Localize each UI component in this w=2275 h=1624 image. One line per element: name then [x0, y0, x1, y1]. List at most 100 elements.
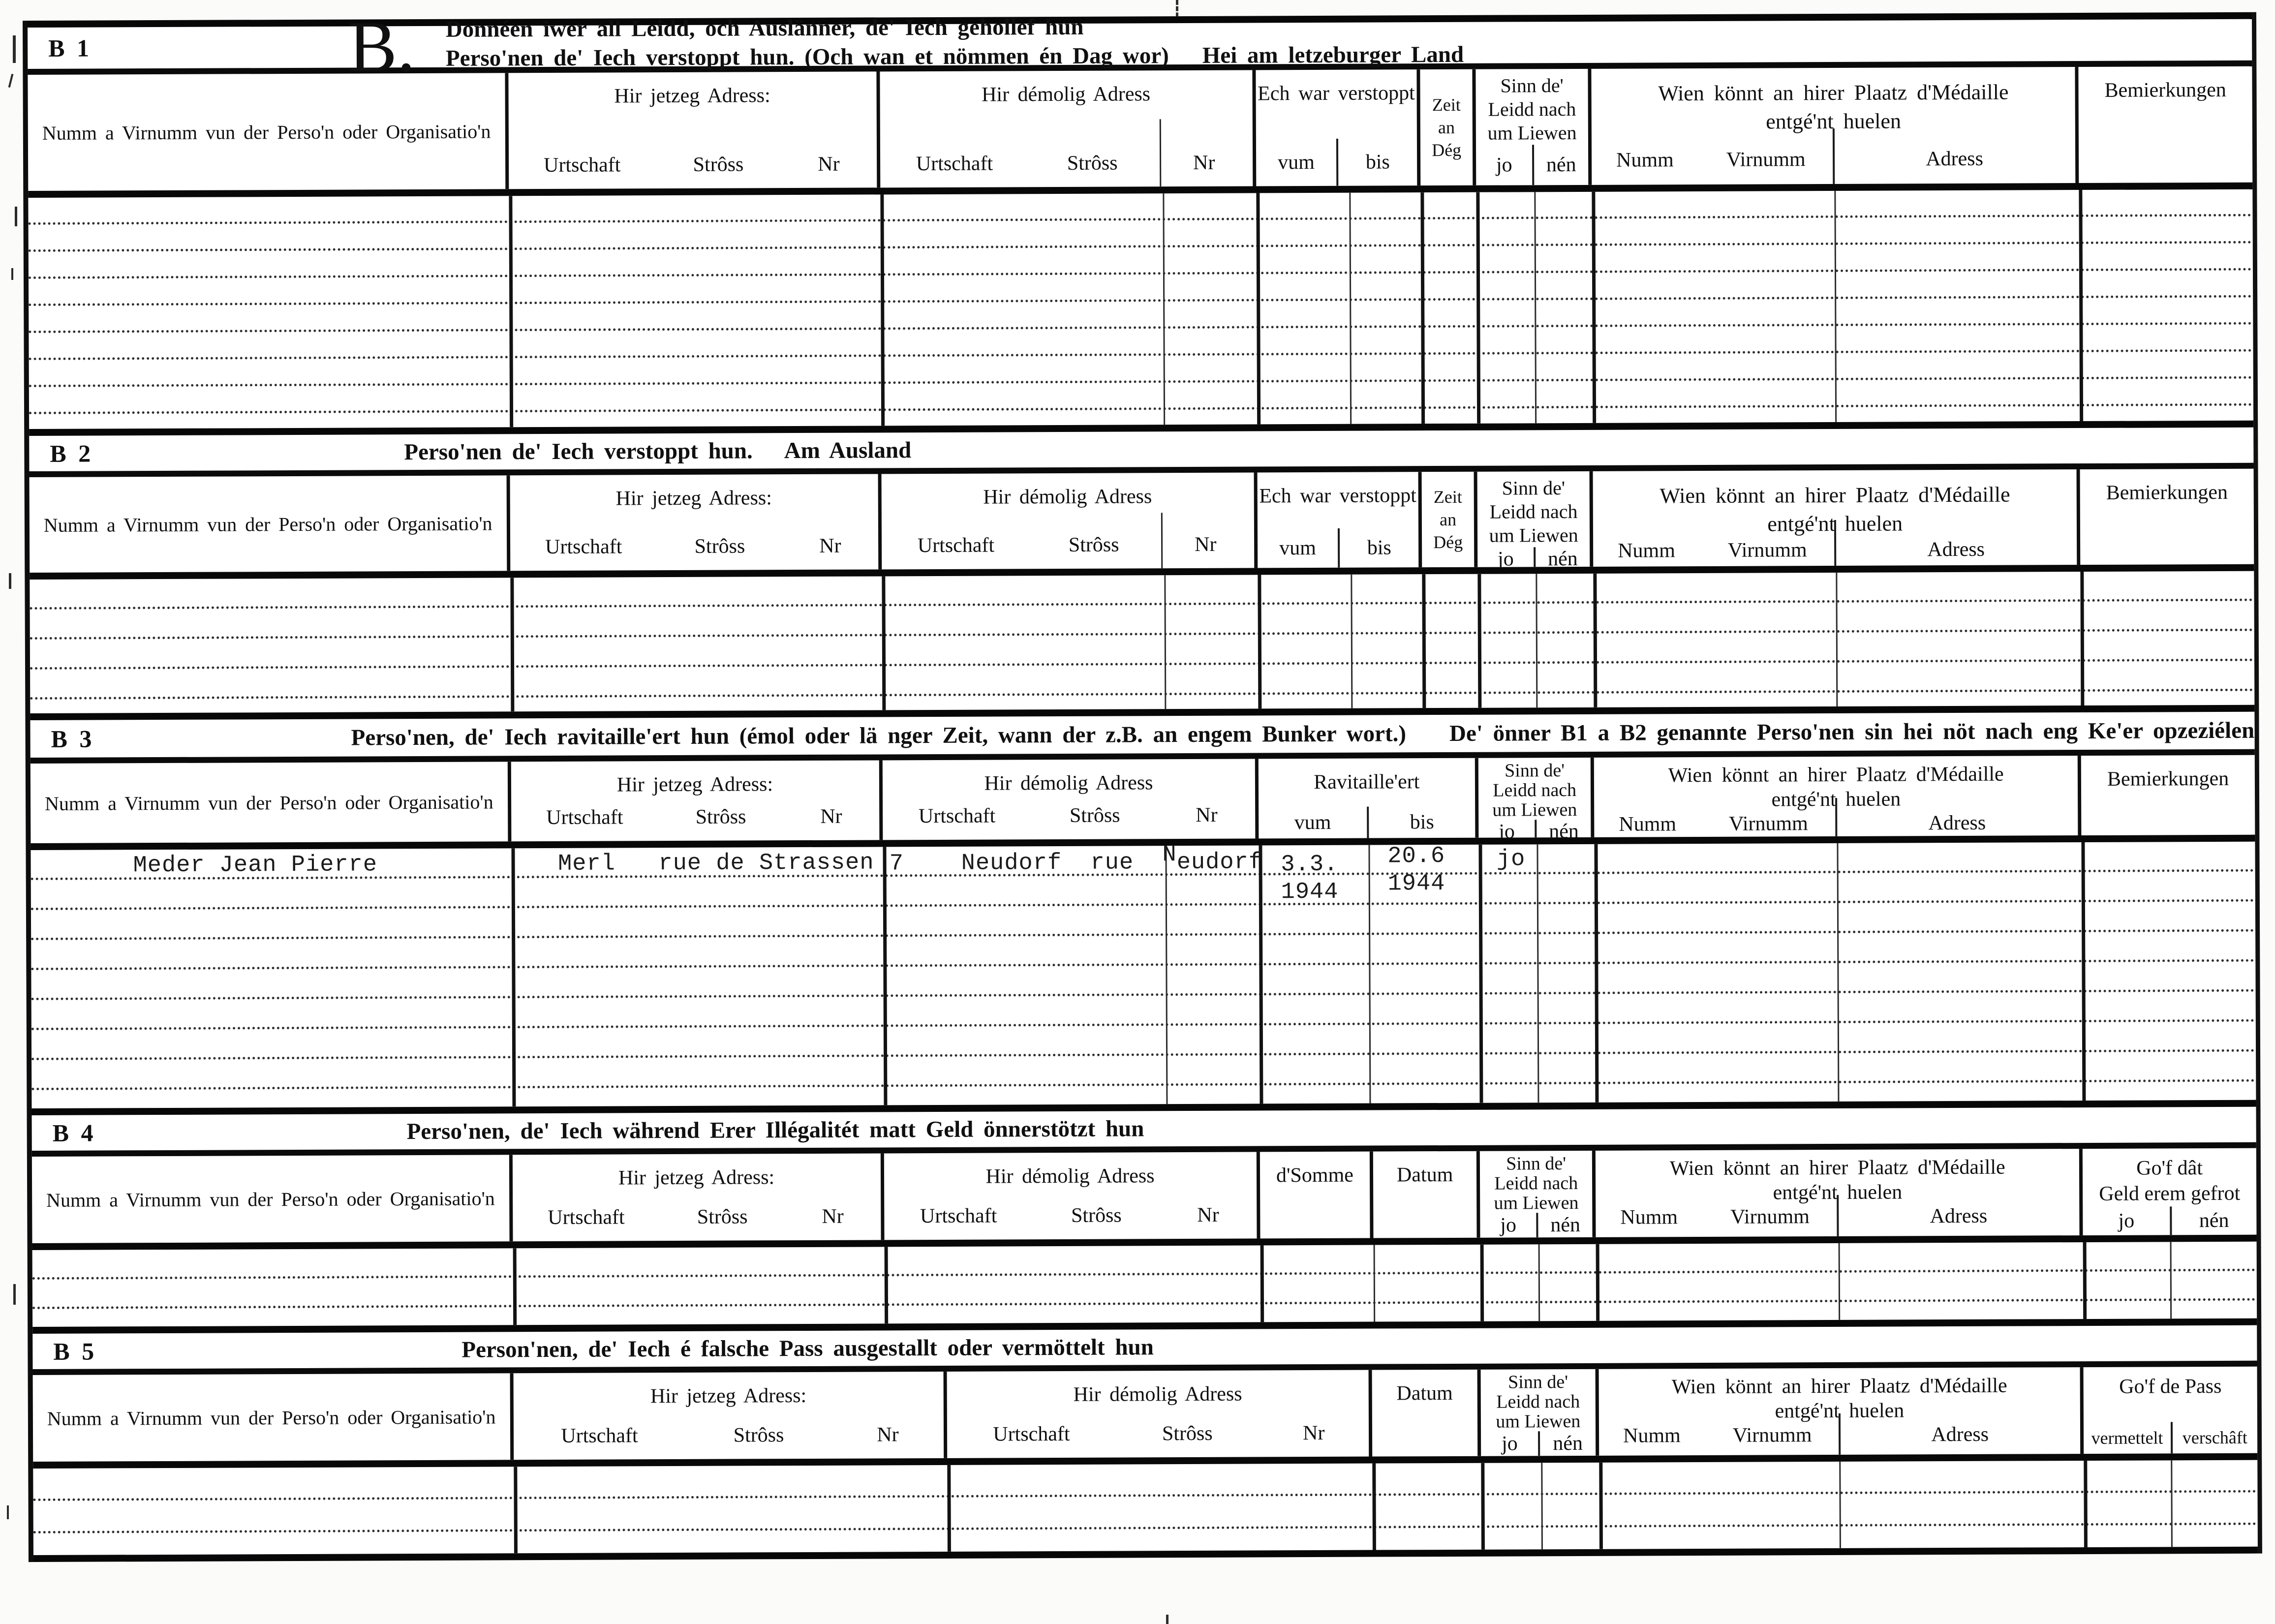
column-line: [1481, 1463, 1485, 1550]
column-line: [1599, 1462, 1603, 1549]
col-header-somme: d'Somme: [1260, 1151, 1374, 1239]
column-line: [1477, 574, 1482, 708]
section-b4: B 4 Perso'nen, de' Iech während Erer Ill…: [31, 1100, 2257, 1327]
b4-column-headers: Numm a Virnumm vun der Perso'n oder Orga…: [31, 1148, 2257, 1251]
column-line: [1480, 1244, 1484, 1321]
col-header-demolig-adress: Hir démolig Adress Urtschaft Strôss Nr: [947, 1370, 1372, 1458]
b1-section-label: B 1: [48, 34, 92, 62]
column-line: [1838, 1243, 1841, 1320]
sub-stross: Strôss: [693, 153, 744, 176]
col-header-name: Numm a Virnumm vun der Perso'n oder Orga…: [32, 1373, 514, 1462]
typed-entry-row: Meder Jean Pierre Merl rue de Strassen 7…: [31, 842, 2256, 1108]
col-header-jetzeg-adress: Hir jetzeg Adress: Urtschaft Strôss Nr: [513, 1371, 948, 1460]
b1-entry-area: [28, 189, 2254, 429]
sub-urtschaft: Urtschaft: [544, 153, 621, 177]
adress-divider-line: [1834, 520, 1837, 566]
column-line: [1260, 1245, 1264, 1322]
b3-title: Perso'nen, de' Iech ravitaille'ert hun (…: [351, 721, 1407, 751]
col-header-bemierkungen: Bemierkungen: [2104, 78, 2226, 102]
col-header-verstoppt: Ech war verstoppt vum bis: [1255, 69, 1421, 186]
b1-title-line2: Perso'nen de' Iech verstoppt hun. (Och w…: [445, 43, 1169, 71]
scan-artifact: [9, 573, 11, 589]
col-header-jetzeg-adress: Hir jetzeg Adress: Urtschaft Strôss Nr: [510, 474, 882, 571]
col-header-name: Numm a Virnumm vun der Perso'n oder Orga…: [28, 73, 509, 191]
column-line: [1596, 1244, 1600, 1321]
sub-nr: Nr: [818, 153, 840, 176]
entry-demolig-adress: 7 Neudorf rue Neudorf: [889, 842, 1263, 877]
column-line: [884, 1247, 888, 1324]
nr-divider-line: [1161, 513, 1163, 569]
b5-entry-area: [33, 1460, 2258, 1555]
column-line: [1593, 573, 1598, 707]
b5-section-label: B 5: [53, 1337, 97, 1365]
b1-title: Donnéen iwer all Leidd, och Auslänner, d…: [446, 14, 1464, 76]
b2-title: Perso'nen de' Iech verstoppt hun.: [404, 438, 753, 465]
col-header-sinn-leidd: Sinn de' Leidd nach um Liewen jo nén: [1479, 1150, 1596, 1238]
col-header-jetzeg-adress: Hir jetzeg Adress: Urtschaft Strôss Nr: [508, 71, 880, 189]
col-header-demolig-adress: Hir démolig Adress Urtschaft Strôss Nr: [884, 1152, 1260, 1240]
section-b5: B 5 Person'nen, de' Iech é falsche Pass …: [32, 1318, 2258, 1563]
col-header-zeit-an-deg: Zeit an Dég: [1420, 69, 1476, 186]
col-header-sinn-leidd: Sinn de' Leidd nach um Liewen jo nén: [1477, 471, 1594, 567]
adress-divider-line: [1832, 128, 1835, 184]
entry-jetzeg-adress: Merl rue de Strassen: [557, 850, 874, 877]
section-b2: B 2 Perso'nen de' Iech verstoppt hun. Am…: [29, 420, 2255, 714]
column-line: [1257, 575, 1261, 709]
col-header-bemierkungen: Bemierkungen: [2106, 481, 2228, 504]
sub-bis: bis: [1336, 138, 1417, 186]
sub-numm: Numm: [1616, 149, 1674, 172]
sub-nr: Nr: [1193, 151, 1215, 174]
section-b3: B 3 Perso'nen, de' Iech ravitaille'ert h…: [30, 705, 2256, 1109]
b4-entry-area: [32, 1241, 2257, 1327]
adress-divider-line: [1836, 1195, 1839, 1236]
sub-jo: jo: [1496, 153, 1512, 177]
nr-divider-line: [1159, 119, 1162, 187]
adress-divider-line: [1838, 1413, 1841, 1455]
column-line: [881, 576, 886, 710]
col-header-name: Numm a Virnumm vun der Perso'n oder Orga…: [31, 1155, 513, 1244]
col-header-demolig-adress: Hir démolig Adress Urtschaft Strôss Nr: [879, 70, 1256, 188]
scan-artifact: [13, 35, 16, 63]
col-header-medaille: Wien könnt an hirer Plaatz d'Médaille en…: [1594, 756, 2082, 837]
b4-title: Perso'nen, de' Iech während Erer Illégal…: [406, 1116, 1144, 1145]
column-line: [2084, 1460, 2088, 1548]
column-line: [1372, 1463, 1376, 1550]
column-line: [2083, 1242, 2087, 1319]
b3-column-headers: Numm a Virnumm vun der Perso'n oder Orga…: [30, 755, 2255, 851]
col-header-demolig-adress: Hir démolig Adress Urtschaft Strôss Nr: [881, 472, 1258, 570]
column-line: [947, 1465, 952, 1552]
entry-name: Meder Jean Pierre: [133, 852, 378, 879]
column-line: [2170, 1242, 2172, 1319]
sub-stross: Strôss: [1067, 152, 1118, 175]
col-header-jetzeg-adress: Hir jetzeg Adress: Urtschaft Strôss Nr: [511, 760, 883, 842]
col-header-demolig-adress: Hir démolig Adress Urtschaft Strôss Nr: [882, 759, 1259, 840]
column-line: [513, 1467, 518, 1554]
col-header-medaille: Wien könnt an hirer Plaatz d'Médaille en…: [1591, 67, 2079, 185]
fold-mark-bottom: [1166, 1615, 1168, 1624]
col-header-medaille: Wien könnt an hirer Plaatz d'Médaille en…: [1593, 469, 2081, 567]
column-line: [1538, 1244, 1540, 1321]
col-header-ravitailleert: Ravitaille'ert vum bis: [1258, 758, 1479, 839]
column-line: [513, 1248, 517, 1325]
b5-column-headers: Numm a Virnumm vun der Perso'n oder Orga…: [32, 1366, 2258, 1469]
b2-entry-area: [30, 571, 2255, 713]
col-header-sinn-leidd: Sinn de' Leidd nach um Liewen jo nén: [1478, 757, 1595, 838]
sub-nen: nén: [1532, 144, 1589, 185]
entry-vum-date: 3.3. 1944: [1281, 851, 1339, 906]
col-header-gof-geld: Go'f dât Geld erem gefrot jo nén: [2083, 1148, 2257, 1235]
b1-column-headers: Numm a Virnumm vun der Perso'n oder Orga…: [28, 66, 2253, 198]
b2-column-headers: Numm a Virnumm vun der Perso'n oder Orga…: [29, 468, 2254, 580]
b1-title-suffix: Hei am letzeburger Land: [1202, 41, 1464, 68]
col-header-verstoppt: Ech war verstoppt vum bis: [1257, 472, 1422, 568]
questionnaire-table: B 1 B. Donnéen iwer all Leidd, och Auslä…: [22, 6, 2262, 1563]
sub-urtschaft: Urtschaft: [916, 152, 993, 176]
b3-entry-area: Meder Jean Pierre Merl rue de Strassen 7…: [31, 841, 2256, 1108]
column-line: [1373, 1245, 1376, 1322]
col-header-sinn-leidd: Sinn de' Leidd nach um Liewen jo nén: [1476, 68, 1592, 185]
col-header-medaille: Wien könnt an hirer Plaatz d'Médaille en…: [1596, 1149, 2083, 1237]
scan-artifact: [15, 207, 17, 226]
scan-artifact: [8, 73, 14, 88]
adress-divider-line: [1835, 798, 1838, 836]
b5-title: Person'nen, de' Iech é falsche Pass ausg…: [461, 1334, 1154, 1363]
